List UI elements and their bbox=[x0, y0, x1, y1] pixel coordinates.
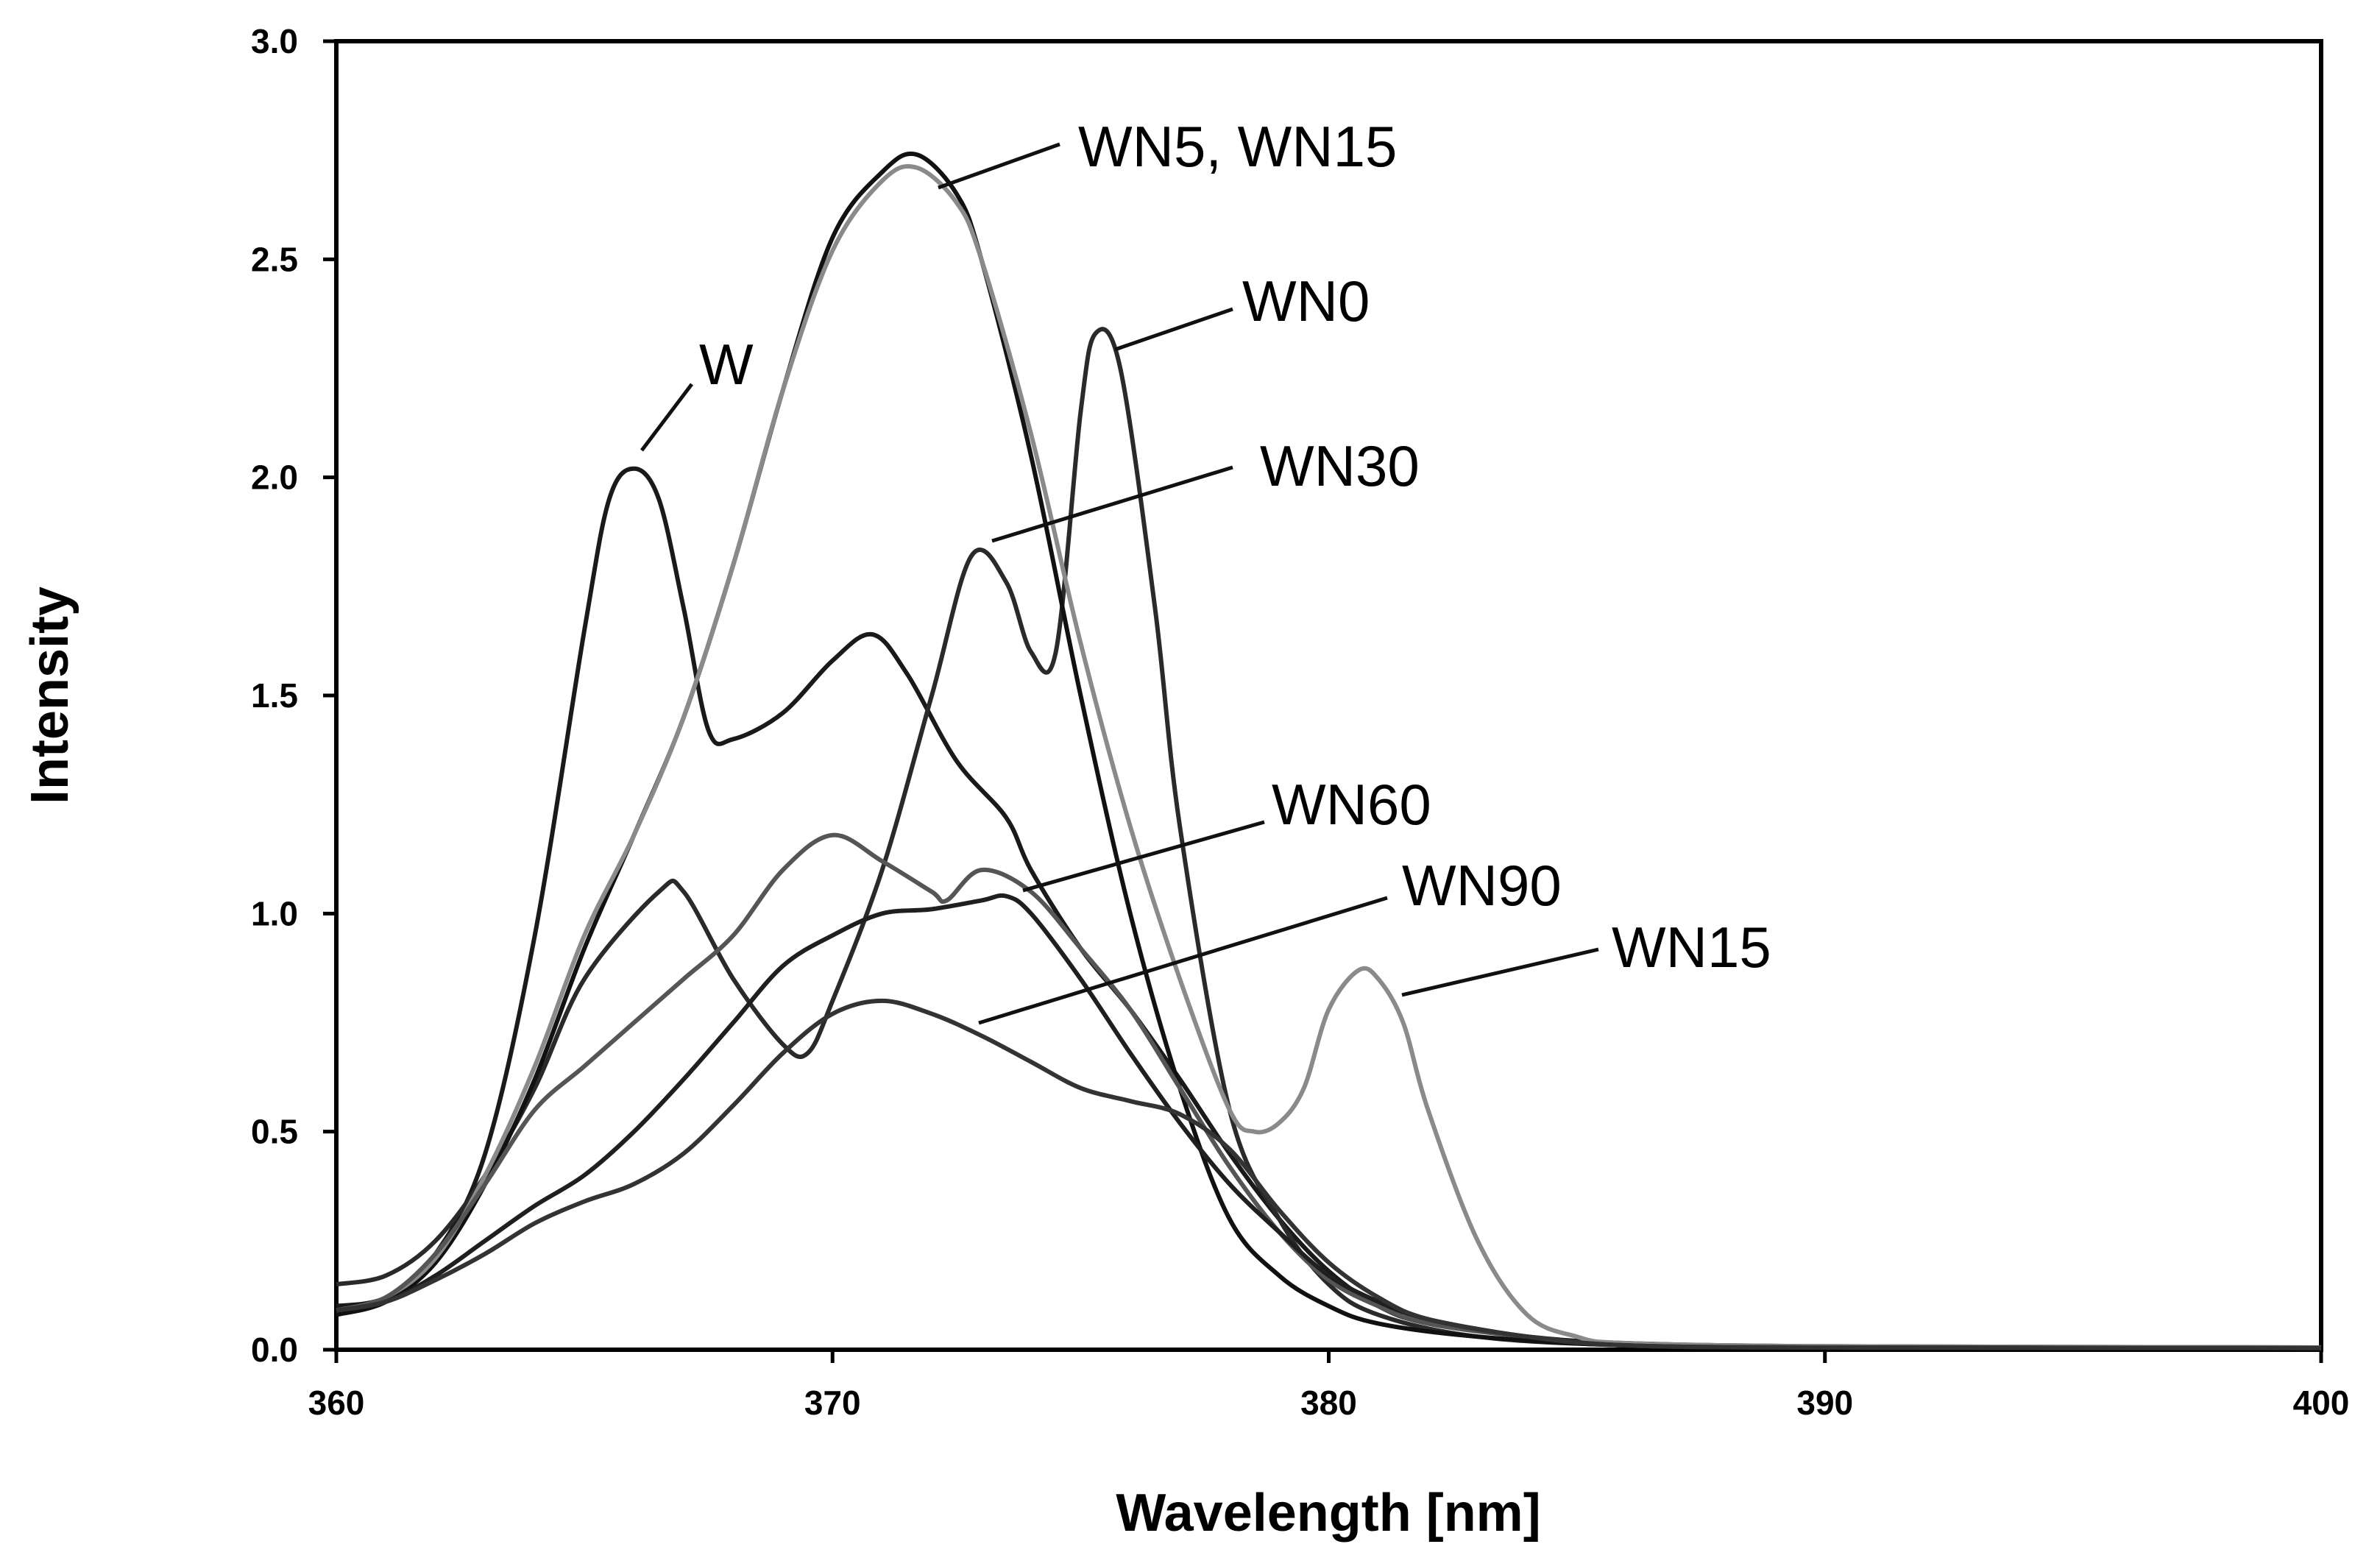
series-line-wn15 bbox=[336, 163, 2322, 1350]
x-tick-label: 360 bbox=[308, 1384, 365, 1422]
annotation-label-wn30: WN30 bbox=[1260, 433, 1420, 498]
x-tick-label: 370 bbox=[804, 1384, 861, 1422]
annotation-label-wn0: WN0 bbox=[1242, 269, 1370, 333]
y-tick-label: 0.5 bbox=[251, 1113, 298, 1151]
y-axis-label: Intensity bbox=[21, 587, 79, 804]
plot-area bbox=[334, 39, 2323, 1352]
annotation-leader-line bbox=[1401, 947, 1599, 997]
y-tick-label: 3.0 bbox=[251, 22, 298, 60]
annotation-leader-line bbox=[978, 896, 1388, 1025]
annotation-label-wn90: WN90 bbox=[1402, 853, 1562, 918]
x-axis-label: Wavelength [nm] bbox=[1116, 1484, 1540, 1543]
y-tick-label: 0.0 bbox=[251, 1331, 298, 1369]
annotation-leader-line bbox=[1114, 307, 1233, 352]
series-line-wn90 bbox=[336, 998, 2322, 1350]
axis-ticks: 0.0 0.5 1.0 1.5 2.0 2.5 3.0 360 370 380 390 400 bbox=[251, 22, 2349, 1422]
x-tick-label: 390 bbox=[1796, 1384, 1853, 1422]
annotation-leader-line bbox=[640, 383, 693, 452]
y-tick-label: 2.0 bbox=[251, 458, 298, 497]
annotations: WN5, WN15 WN0 W WN30 WN60 WN90 WN15 bbox=[640, 114, 1771, 1025]
annotation-leader-line bbox=[1022, 820, 1265, 893]
x-tick-label: 400 bbox=[2293, 1384, 2350, 1422]
y-tick-label: 1.5 bbox=[251, 676, 298, 715]
x-tick-label: 380 bbox=[1300, 1384, 1357, 1422]
annotation-label-w: W bbox=[699, 332, 754, 397]
annotation-leader-line bbox=[938, 142, 1060, 190]
y-tick-label: 2.5 bbox=[251, 240, 298, 278]
annotation-label-wn60: WN60 bbox=[1272, 772, 1431, 837]
annotation-leader-line bbox=[991, 465, 1233, 543]
series-lines bbox=[336, 151, 2322, 1350]
annotation-label-wn5-wn15: WN5, WN15 bbox=[1078, 114, 1397, 179]
annotation-label-wn15: WN15 bbox=[1612, 915, 1771, 980]
series-line-wn0 bbox=[336, 327, 2322, 1350]
y-tick-label: 1.0 bbox=[251, 894, 298, 932]
